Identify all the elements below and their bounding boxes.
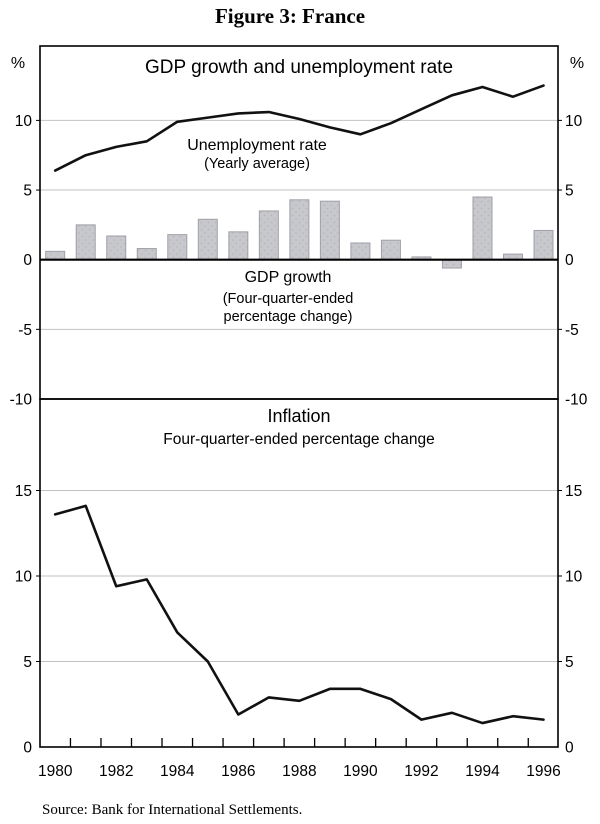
gdp-growth-bar (228, 231, 249, 261)
gdp-growth-sublabel-2: percentage change) (224, 309, 353, 325)
y-tick-label-right: 10 (565, 568, 583, 585)
x-tick-label: 1986 (221, 763, 255, 780)
x-tick-label: 1984 (160, 763, 195, 780)
unemployment-label: Unemployment rate (187, 137, 327, 154)
x-tick-label: 1996 (526, 763, 560, 780)
gdp-growth-bar (472, 196, 493, 261)
inflation-line (53, 504, 545, 725)
x-tick-label: 1994 (465, 763, 500, 780)
gdp-growth-bar (45, 250, 66, 261)
unemployment-rate-line (53, 84, 545, 172)
x-tick-label: 1990 (343, 763, 378, 780)
y-tick-label-left: 0 (23, 252, 32, 269)
y-tick-label-right: -10 (565, 392, 588, 409)
y-tick-label-right: 5 (565, 654, 574, 671)
top-panel-title: GDP growth and unemployment rate (145, 57, 453, 78)
gdp-growth-bar (533, 229, 554, 261)
y-unit-right: % (570, 55, 584, 72)
gdp-growth-bar (289, 199, 310, 261)
unemployment-sublabel: (Yearly average) (204, 156, 310, 172)
gdp-growth-bar (75, 224, 96, 261)
x-tick-label: 1982 (99, 763, 133, 780)
gdp-growth-bar (167, 234, 188, 261)
bottom-panel-subtitle: Four-quarter-ended percentage change (163, 431, 434, 448)
gdp-growth-bar (197, 218, 218, 261)
y-tick-label-left: 10 (15, 568, 33, 585)
chart-canvas: % % 10 10 5 5 0 0 -5 -5 -10 -10 GDP growth and unemp… (10, 45, 588, 780)
y-tick-label-right: 15 (565, 483, 582, 500)
y-tick-label-left: 0 (23, 740, 32, 757)
bottom-panel-border (39, 398, 559, 748)
gdp-growth-bar (350, 242, 371, 261)
bottom-panel-title: Inflation (267, 406, 330, 426)
gdp-growth-sublabel-1: (Four-quarter-ended (223, 291, 354, 307)
y-tick-label-right: 10 (565, 113, 583, 130)
gdp-growth-label: GDP growth (245, 269, 332, 286)
y-tick-label-right: 0 (565, 740, 574, 757)
gdp-growth-bar (319, 200, 340, 261)
y-tick-label-right: 0 (565, 252, 574, 269)
x-tick-label: 1980 (38, 763, 73, 780)
gdp-growth-bar (380, 239, 401, 261)
y-unit-left: % (11, 55, 25, 72)
x-tick-label: 1988 (282, 763, 316, 780)
source-note: Source: Bank for International Settlemen… (42, 802, 303, 818)
y-tick-label-left: 15 (15, 483, 32, 500)
y-tick-label-left: 5 (23, 654, 32, 671)
y-tick-label-right: 5 (565, 183, 574, 200)
y-tick-label-left: -10 (10, 392, 33, 409)
gdp-growth-bar (441, 259, 462, 269)
y-tick-label-right: -5 (565, 322, 579, 339)
figure-title: Figure 3: France (214, 4, 366, 28)
y-tick-label-left: -5 (18, 322, 32, 339)
y-tick-label-left: 10 (15, 113, 33, 130)
y-tick-label-left: 5 (23, 183, 32, 200)
x-tick-label: 1992 (404, 763, 438, 780)
gdp-growth-bar (258, 210, 279, 261)
gdp-growth-bar (136, 248, 157, 261)
gdp-growth-bar (106, 235, 127, 261)
